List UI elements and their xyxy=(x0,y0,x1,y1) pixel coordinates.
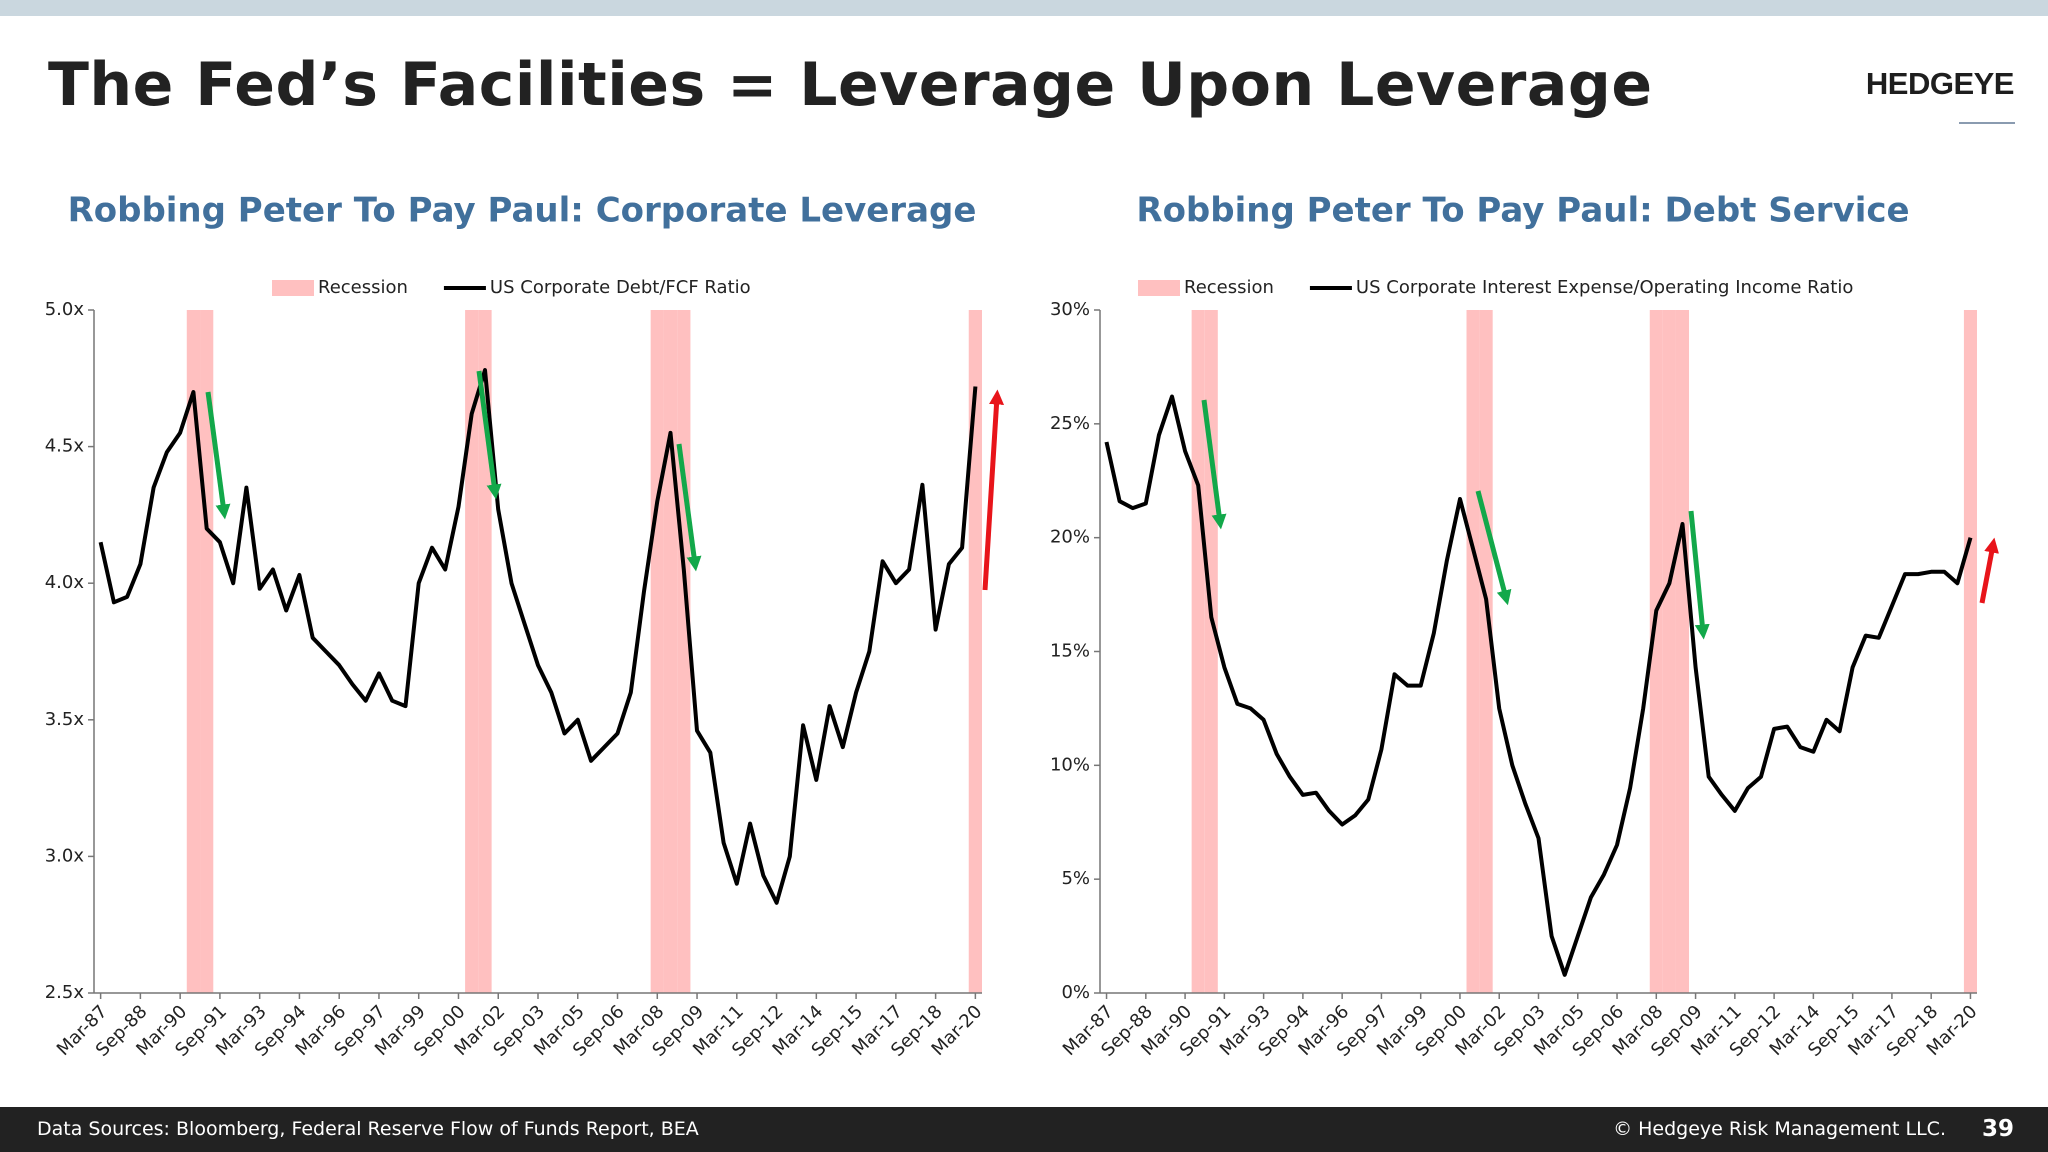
y-tick-label: 4.0x xyxy=(45,572,85,593)
recession-bar xyxy=(663,310,678,993)
y-tick-label: 30% xyxy=(1050,299,1090,320)
arrow-down xyxy=(205,391,231,520)
footer-copyright: © Hedgeye Risk Management LLC. xyxy=(1613,1118,1946,1140)
arrow-up xyxy=(1979,537,1999,604)
legend-swatch xyxy=(1138,280,1180,296)
arrow-down xyxy=(1201,399,1227,530)
y-tick-label: 5.0x xyxy=(45,299,85,320)
legend-label: Recession xyxy=(318,277,408,298)
charts: Robbing Peter To Pay Paul: Corporate Lev… xyxy=(45,191,1999,1061)
y-tick-label: 3.0x xyxy=(45,845,85,866)
y-tick-label: 10% xyxy=(1050,754,1090,775)
recession-bar xyxy=(968,310,982,993)
y-tick-label: 25% xyxy=(1050,413,1090,434)
y-tick-label: 5% xyxy=(1061,868,1090,889)
series-line xyxy=(98,368,978,905)
arrow-down xyxy=(476,370,502,500)
arrow-up xyxy=(982,389,1005,591)
recession-bar xyxy=(677,310,691,993)
recession-bar xyxy=(186,310,201,993)
chart-title: Robbing Peter To Pay Paul: Corporate Lev… xyxy=(68,191,977,231)
top-bar xyxy=(0,0,2048,16)
y-tick-label: 15% xyxy=(1050,641,1090,662)
arrow-down xyxy=(1475,490,1512,606)
legend-label: Recession xyxy=(1184,277,1274,298)
logo: HEDGEYE xyxy=(1865,66,2015,101)
slide-title: The Fed’s Facilities = Leverage Upon Lev… xyxy=(48,50,1653,120)
logo-underline xyxy=(1959,122,2015,124)
footer: Data Sources: Bloomberg, Federal Reserve… xyxy=(0,1107,2048,1152)
plots: Robbing Peter To Pay Paul: Corporate Lev… xyxy=(45,191,1982,1061)
legend-label: US Corporate Interest Expense/Operating … xyxy=(1356,277,1853,298)
y-tick-label: 4.5x xyxy=(45,436,85,457)
y-tick-label: 2.5x xyxy=(45,982,85,1003)
series-line xyxy=(1104,394,1973,977)
y-tick-label: 3.5x xyxy=(45,709,85,730)
arrow-down xyxy=(1688,510,1710,640)
recession-bar xyxy=(650,310,664,993)
recession-bar xyxy=(1675,310,1690,993)
recession-bar xyxy=(1662,310,1676,993)
y-tick-label: 20% xyxy=(1050,527,1090,548)
recession-bar xyxy=(478,310,492,993)
recession-bar xyxy=(1466,310,1480,993)
legend-label: US Corporate Debt/FCF Ratio xyxy=(490,277,751,298)
page-number: 39 xyxy=(1981,1116,2014,1142)
recession-bar xyxy=(465,310,479,993)
annotations xyxy=(205,370,1999,640)
recession-bar xyxy=(1649,310,1663,993)
recession-bar xyxy=(1963,310,1977,993)
arrow-down xyxy=(676,443,702,572)
y-tick-label: 0% xyxy=(1061,982,1090,1003)
chart-title: Robbing Peter To Pay Paul: Debt Service xyxy=(1136,191,1909,231)
legend-swatch xyxy=(272,280,314,296)
recession-bar xyxy=(1191,310,1205,993)
footer-source: Data Sources: Bloomberg, Federal Reserve… xyxy=(37,1118,699,1140)
recession-bar xyxy=(1479,310,1493,993)
